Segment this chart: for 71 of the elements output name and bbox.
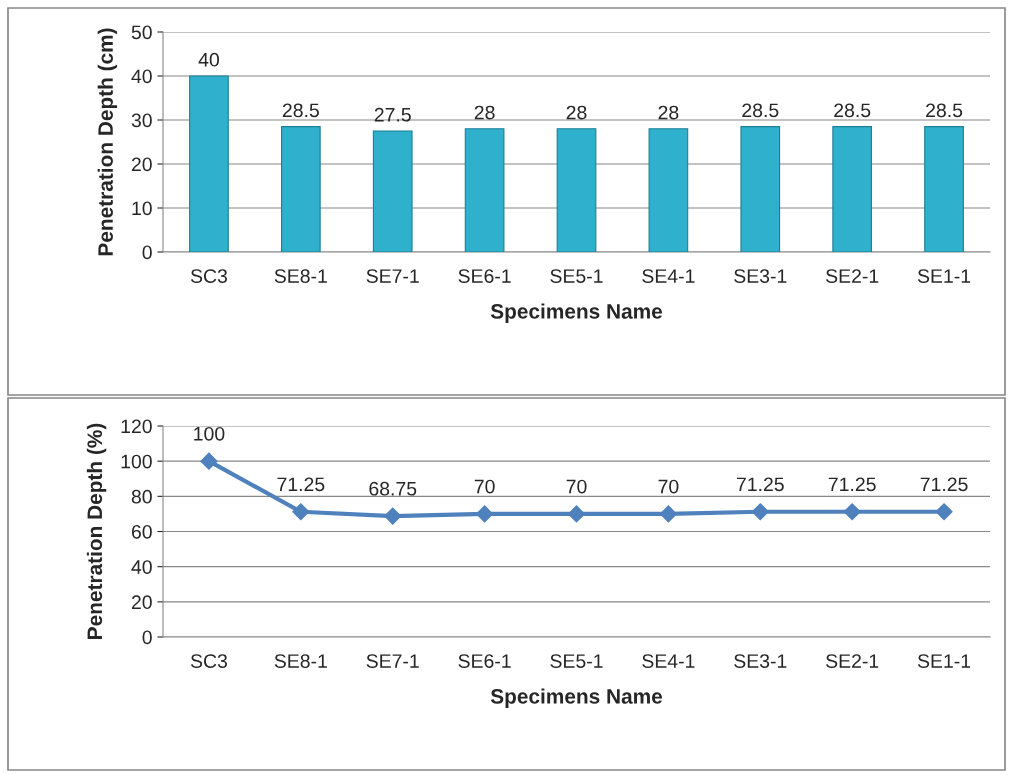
bar: [832, 126, 873, 252]
y-tick-label: 100: [121, 454, 152, 469]
data-label: 71.25: [828, 477, 876, 492]
y-tick-label: 10: [132, 201, 152, 216]
x-tick-label: SE3-1: [734, 654, 787, 668]
data-label: 27.5: [374, 107, 411, 122]
x-axis-title: Specimens Name: [490, 688, 663, 708]
point: [384, 507, 402, 525]
point: [200, 452, 218, 470]
point: [659, 505, 677, 523]
x-axis-title: Specimens Name: [490, 303, 663, 323]
point: [843, 503, 861, 521]
bar: [740, 126, 781, 252]
y-tick-label: 20: [131, 157, 152, 172]
x-tick-label: SE2-1: [826, 654, 879, 668]
x-tick-label: SE5-1: [550, 269, 603, 283]
data-label: 28.5: [834, 103, 871, 118]
x-tick-label: SC3: [190, 269, 227, 283]
x-tick-label: SE8-1: [274, 654, 327, 668]
data-label: 28.5: [926, 103, 963, 118]
data-label: 40: [198, 52, 219, 67]
data-label: 71.25: [736, 477, 784, 492]
data-label: 28: [566, 105, 587, 120]
data-label: 28: [474, 105, 495, 120]
point: [292, 503, 310, 521]
y-tick-label: 0: [142, 630, 152, 645]
x-tick-label: SE3-1: [734, 269, 787, 283]
x-tick-label: SE4-1: [642, 654, 695, 668]
y-tick-label: 30: [131, 113, 152, 128]
x-tick-label: SE8-1: [274, 269, 327, 283]
x-tick-label: SE2-1: [826, 269, 879, 283]
x-tick-label: SE6-1: [458, 269, 511, 283]
x-tick-label: SE7-1: [366, 269, 419, 283]
point: [751, 503, 769, 521]
data-label: 28.5: [742, 103, 779, 118]
x-tick-label: SE5-1: [550, 654, 603, 668]
data-label: 71.25: [277, 477, 325, 492]
bar: [924, 126, 964, 252]
x-tick-label: SE7-1: [366, 654, 419, 668]
data-label: 71.25: [920, 477, 968, 492]
bar: [372, 130, 413, 252]
point: [567, 505, 586, 523]
y-axis-title: Penetration Depth (cm): [97, 28, 118, 256]
data-label: 100: [194, 426, 225, 441]
y-tick-label: 60: [131, 524, 152, 539]
x-tick-label: SE1-1: [917, 269, 971, 283]
data-label: 70: [658, 479, 679, 494]
x-tick-label: SE4-1: [642, 269, 695, 283]
point: [476, 505, 494, 523]
data-label: 28.5: [282, 103, 319, 118]
data-label: 28: [658, 105, 679, 120]
y-tick-label: 40: [131, 69, 152, 84]
y-tick-label: 20: [131, 595, 152, 610]
point: [935, 503, 953, 521]
data-label: 70: [474, 479, 495, 494]
x-tick-label: SE6-1: [458, 654, 511, 668]
bar: [189, 75, 229, 252]
y-axis-title: Penetration Depth (%): [86, 423, 107, 639]
y-tick-label: 40: [131, 560, 152, 574]
y-tick-label: 0: [142, 245, 152, 260]
data-label: 68.75: [369, 481, 417, 496]
x-tick-label: SC3: [190, 654, 227, 668]
y-tick-label: 50: [131, 25, 152, 40]
bar: [648, 128, 689, 252]
data-label: 70: [566, 479, 587, 494]
bar: [556, 128, 597, 252]
bar: [280, 126, 321, 252]
y-tick-label: 80: [131, 489, 152, 504]
y-tick-label: 120: [121, 419, 152, 434]
bar: [464, 128, 505, 252]
x-tick-label: SE1-1: [917, 654, 971, 668]
